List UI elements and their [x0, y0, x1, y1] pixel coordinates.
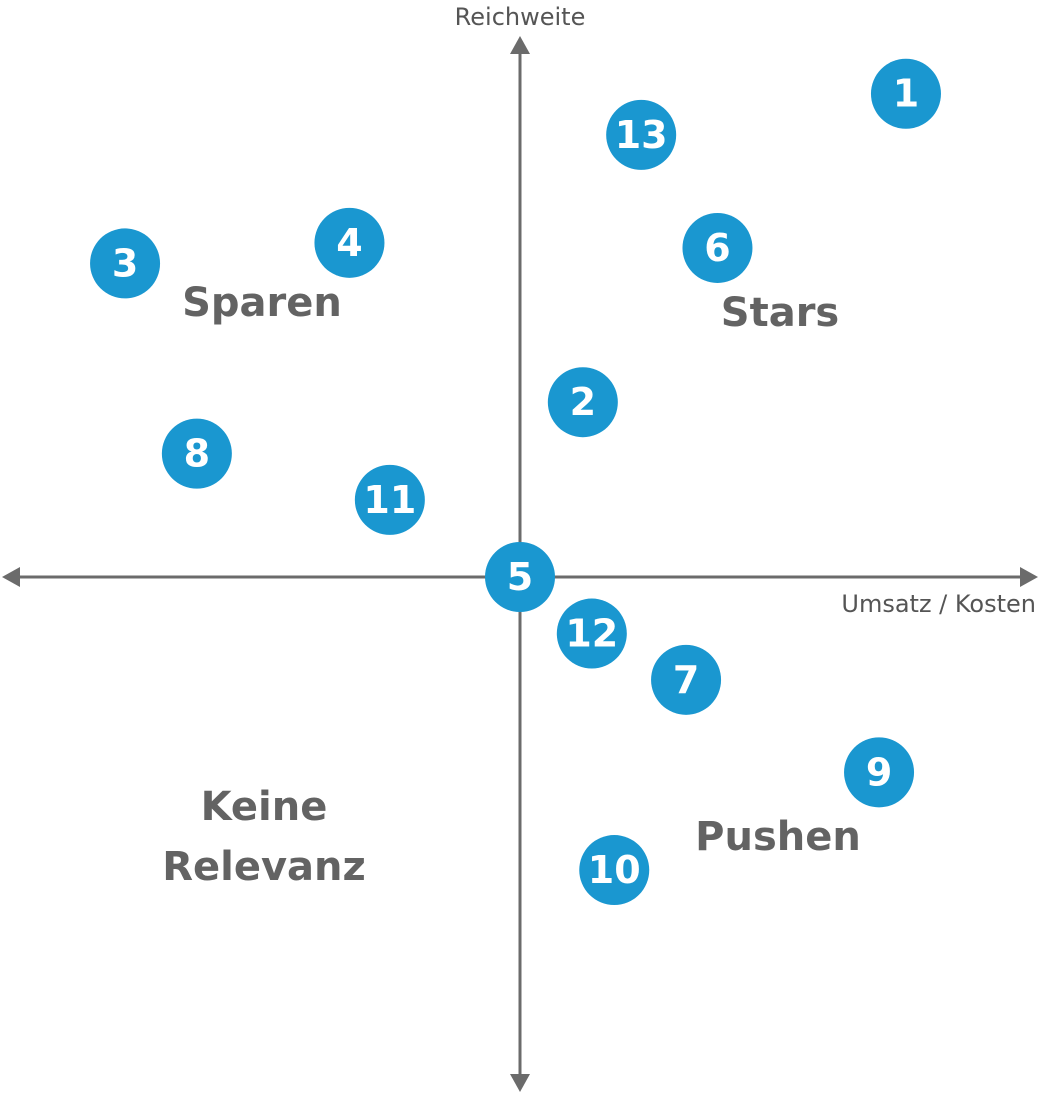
- x-axis-arrow-left: [2, 567, 20, 587]
- point-label: 1: [893, 72, 919, 116]
- quadrant-label-relevanz: Relevanz: [162, 844, 366, 890]
- point-label: 11: [363, 478, 416, 522]
- point-label: 8: [184, 432, 210, 476]
- data-point-9: 9: [844, 737, 915, 808]
- point-marker: [870, 58, 941, 129]
- data-point-12: 12: [556, 598, 627, 669]
- point-marker: [651, 644, 722, 715]
- x-axis-label: Umsatz / Kosten: [841, 590, 1036, 618]
- point-label: 7: [673, 658, 699, 702]
- data-point-4: 4: [314, 207, 385, 278]
- data-point-2: 2: [547, 367, 618, 438]
- point-marker: [547, 367, 618, 438]
- y-axis-arrow-top: [510, 36, 530, 54]
- data-point-13: 13: [606, 99, 677, 170]
- point-marker: [556, 598, 627, 669]
- point-label: 9: [866, 750, 892, 794]
- point-label: 5: [507, 555, 533, 599]
- data-point-3: 3: [90, 228, 161, 299]
- point-label: 6: [704, 226, 730, 270]
- point-label: 12: [565, 612, 618, 656]
- data-point-5: 5: [485, 542, 555, 612]
- point-marker: [485, 542, 555, 612]
- point-marker: [90, 228, 161, 299]
- axes: Reichweite Umsatz / Kosten: [2, 3, 1038, 1092]
- point-marker: [161, 418, 232, 489]
- point-marker: [682, 212, 753, 283]
- y-axis-arrow-bottom: [510, 1074, 530, 1092]
- point-label: 10: [588, 848, 641, 892]
- data-point-10: 10: [579, 835, 650, 906]
- y-axis-label: Reichweite: [455, 3, 586, 31]
- quadrant-label-pushen: Pushen: [695, 814, 861, 860]
- quadrant-label-sparen: Sparen: [182, 280, 342, 326]
- data-point-1: 1: [870, 58, 941, 129]
- point-label: 13: [615, 113, 668, 157]
- point-label: 2: [570, 380, 596, 424]
- point-marker: [579, 835, 650, 906]
- quadrant-label-keine: Keine: [201, 784, 328, 830]
- x-axis-arrow-right: [1020, 567, 1038, 587]
- data-point-7: 7: [651, 644, 722, 715]
- point-marker: [844, 737, 915, 808]
- point-label: 4: [336, 221, 362, 265]
- data-point-11: 11: [354, 464, 425, 535]
- point-marker: [606, 99, 677, 170]
- data-point-6: 6: [682, 212, 753, 283]
- quadrant-labels: Sparen Stars Keine Relevanz Pushen: [162, 280, 861, 890]
- quadrant-label-stars: Stars: [721, 290, 839, 336]
- point-label: 3: [112, 241, 138, 285]
- data-point-8: 8: [161, 418, 232, 489]
- point-marker: [314, 207, 385, 278]
- point-marker: [354, 464, 425, 535]
